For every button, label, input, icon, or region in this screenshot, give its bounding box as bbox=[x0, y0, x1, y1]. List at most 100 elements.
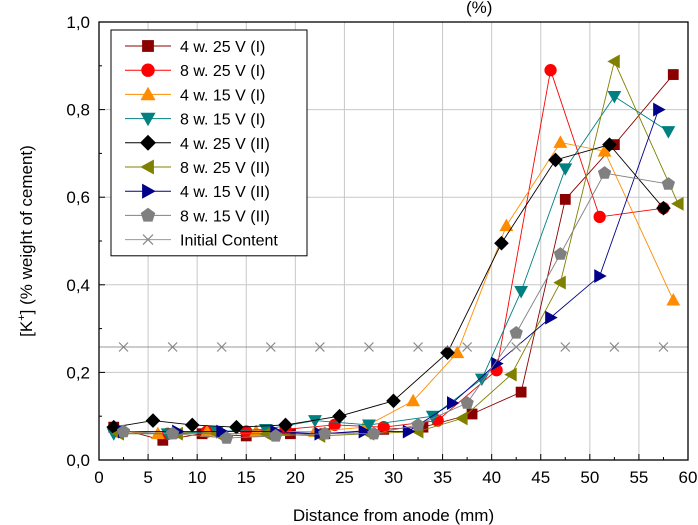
series-4-w-25-v-ii bbox=[106, 137, 671, 435]
data-point bbox=[667, 69, 679, 80]
data-point bbox=[602, 137, 617, 152]
legend-label: 8 w. 15 V (II) bbox=[180, 208, 270, 225]
data-point bbox=[553, 275, 566, 290]
data-point bbox=[413, 342, 423, 352]
data-point bbox=[593, 210, 606, 224]
legend-entry-8-w-15-v-i: 8 w. 15 V (I) bbox=[125, 112, 265, 129]
legend-label: 8 w. 25 V (I) bbox=[180, 63, 265, 80]
series-line bbox=[123, 172, 669, 439]
data-point bbox=[494, 235, 509, 251]
legend-entry-4-w-15-v-ii: 4 w. 15 V (II) bbox=[125, 183, 270, 201]
data-point bbox=[666, 293, 681, 306]
data-point bbox=[216, 342, 227, 352]
data-point bbox=[165, 426, 180, 440]
data-point bbox=[544, 64, 557, 77]
chart-title-fragment: (%) bbox=[466, 0, 492, 17]
y-tick-label: 0,8 bbox=[66, 101, 90, 120]
data-point bbox=[559, 193, 571, 205]
legend-marker bbox=[142, 183, 156, 199]
data-point bbox=[145, 413, 161, 428]
data-point bbox=[661, 126, 676, 139]
x-tick-label: 10 bbox=[188, 468, 207, 487]
data-point bbox=[504, 367, 517, 382]
data-point bbox=[450, 345, 465, 359]
series-8-w-15-v-ii bbox=[116, 166, 676, 444]
legend-label: 4 w. 15 V (I) bbox=[180, 87, 265, 104]
x-tick-label: 50 bbox=[580, 468, 599, 487]
legend-entry-8-w-25-v-i: 8 w. 25 V (I) bbox=[125, 63, 265, 80]
legend-entry-initial-content: Initial Content bbox=[125, 233, 278, 250]
legend-marker bbox=[141, 63, 155, 77]
data-point bbox=[560, 342, 571, 352]
data-point bbox=[514, 285, 529, 299]
data-point bbox=[460, 396, 474, 409]
data-point bbox=[658, 342, 669, 352]
legend-marker bbox=[142, 234, 154, 246]
x-tick-label: 0 bbox=[94, 468, 103, 487]
data-point bbox=[607, 54, 620, 69]
data-point bbox=[308, 415, 322, 428]
legend: 4 w. 25 V (I) 8 w. 25 V (I) 4 w. 15 V (I) 8… bbox=[110, 29, 308, 257]
data-point bbox=[402, 424, 416, 439]
data-point bbox=[367, 426, 381, 440]
x-tick-label: 20 bbox=[286, 468, 305, 487]
data-point bbox=[116, 424, 131, 438]
legend-marker bbox=[140, 159, 154, 175]
x-tick-label: 55 bbox=[629, 468, 648, 487]
data-point bbox=[440, 345, 455, 361]
data-point bbox=[553, 135, 568, 148]
y-tick-label: 0,0 bbox=[66, 451, 90, 470]
x-tick-label: 25 bbox=[335, 468, 354, 487]
data-point bbox=[548, 152, 563, 168]
y-axis-title-suffix: ] (% weight of cement) bbox=[17, 145, 36, 314]
legend-entry-4-w-25-v-i: 4 w. 25 V (I) bbox=[125, 39, 265, 56]
y-tick-label: 0,2 bbox=[66, 363, 90, 382]
legend-label: 4 w. 25 V (II) bbox=[180, 136, 270, 153]
series-initial-content bbox=[99, 342, 688, 352]
legend-entry-4-w-15-v-i: 4 w. 15 V (I) bbox=[125, 86, 265, 104]
legend-entry-8-w-25-v-ii: 8 w. 25 V (II) bbox=[125, 159, 270, 177]
data-point bbox=[607, 91, 622, 104]
data-point bbox=[511, 342, 522, 352]
data-point bbox=[406, 393, 421, 407]
data-point bbox=[364, 342, 374, 352]
legend-entry-8-w-15-v-ii: 8 w. 15 V (II) bbox=[125, 207, 270, 225]
data-point bbox=[269, 428, 283, 442]
data-point bbox=[332, 408, 347, 424]
data-point bbox=[265, 342, 276, 352]
y-axis-title: [K+] (% weight of cement) bbox=[16, 145, 36, 337]
data-point bbox=[558, 163, 573, 176]
data-point bbox=[318, 426, 332, 440]
y-axis-title-superscript: + bbox=[16, 314, 28, 320]
data-point bbox=[653, 102, 666, 117]
data-point bbox=[661, 177, 676, 190]
legend-marker bbox=[140, 112, 156, 127]
data-point bbox=[656, 200, 671, 216]
legend-label: 8 w. 25 V (II) bbox=[180, 160, 270, 177]
x-tick-label: 30 bbox=[384, 468, 403, 487]
x-axis-title: Distance from anode (mm) bbox=[293, 506, 494, 525]
data-point bbox=[597, 166, 612, 179]
legend-marker bbox=[140, 86, 156, 101]
legend-label: Initial Content bbox=[180, 233, 278, 250]
x-tick-label: 15 bbox=[237, 468, 256, 487]
y-tick-label: 0,4 bbox=[66, 276, 90, 295]
data-point bbox=[515, 386, 527, 398]
x-tick-label: 35 bbox=[433, 468, 452, 487]
series-layer bbox=[99, 54, 688, 446]
data-point bbox=[609, 342, 620, 352]
data-point bbox=[553, 247, 568, 260]
data-point bbox=[597, 144, 612, 157]
legend-entry-4-w-25-v-ii: 4 w. 25 V (II) bbox=[125, 134, 270, 153]
data-point bbox=[671, 196, 684, 211]
legend-marker bbox=[142, 40, 154, 52]
legend-marker bbox=[140, 207, 156, 222]
data-point bbox=[462, 342, 473, 352]
legend-label: 8 w. 15 V (I) bbox=[180, 112, 265, 129]
data-point bbox=[411, 417, 425, 431]
data-point bbox=[358, 424, 372, 439]
data-point bbox=[466, 408, 478, 420]
data-point bbox=[118, 342, 129, 352]
legend-marker bbox=[140, 134, 156, 151]
